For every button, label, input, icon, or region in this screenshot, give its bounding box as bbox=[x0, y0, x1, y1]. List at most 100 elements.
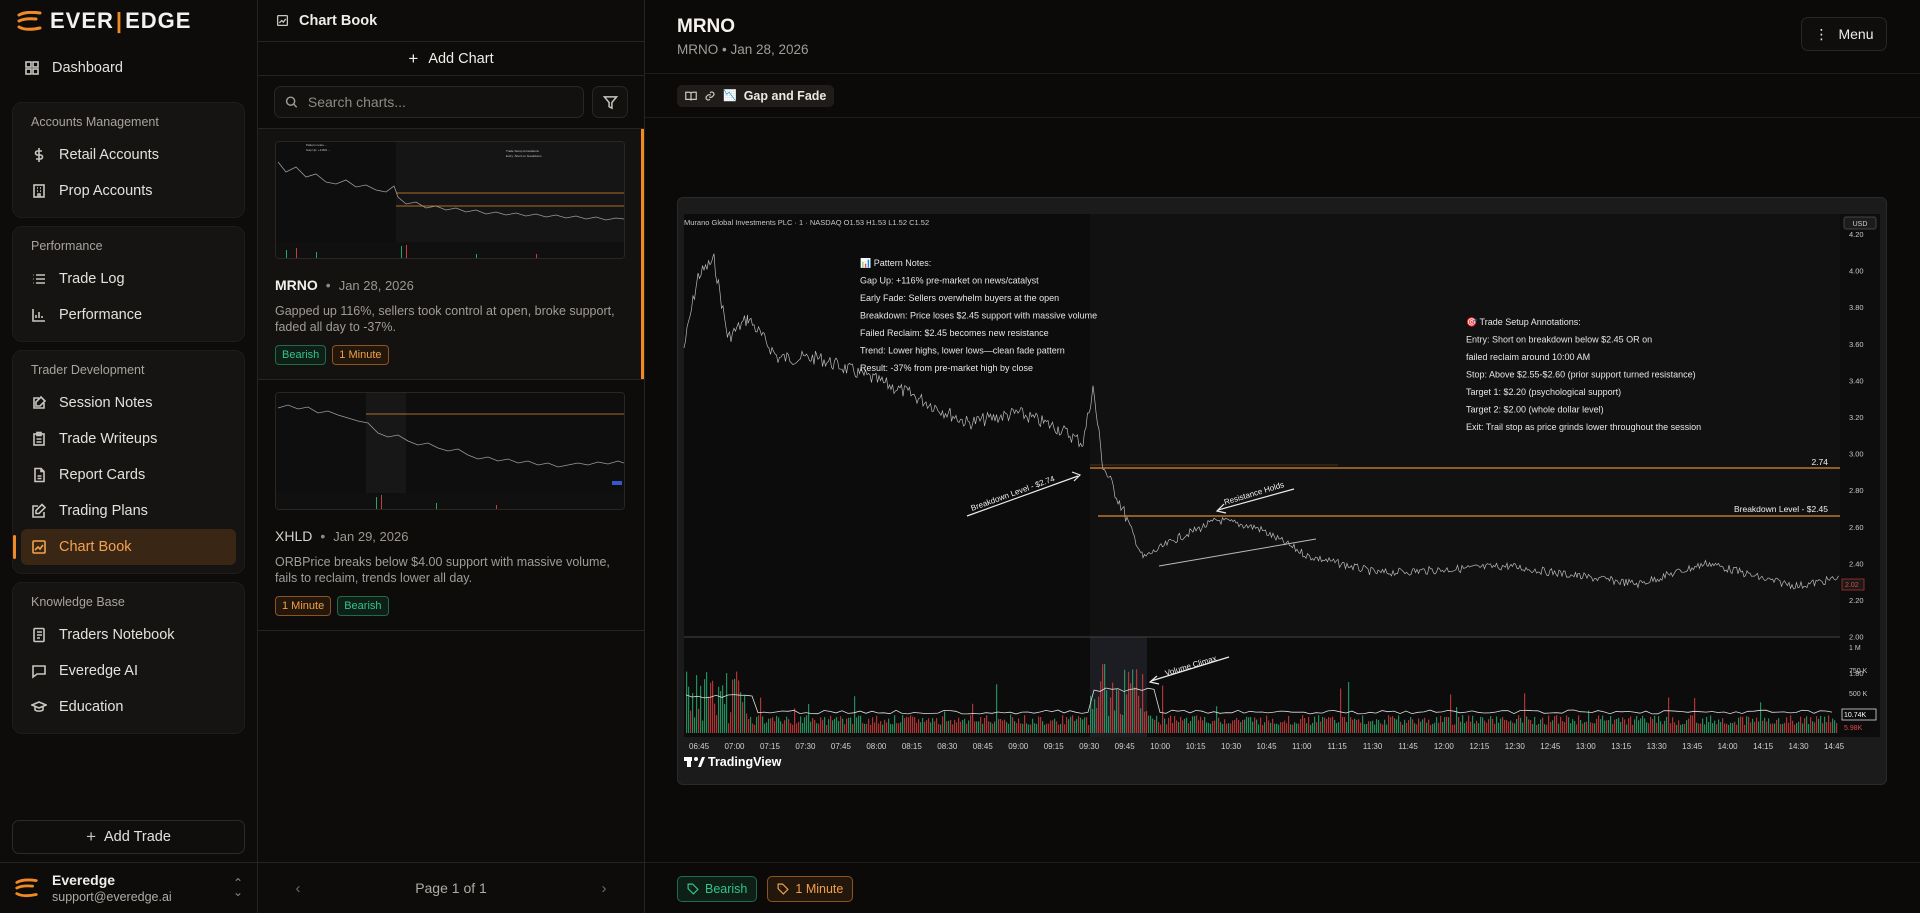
sidebar-item-label: Performance bbox=[59, 307, 143, 323]
tag-label: 1 Minute bbox=[795, 882, 844, 896]
sidebar-item-trade-log[interactable]: Trade Log bbox=[21, 261, 236, 297]
user-email: support@everedge.ai bbox=[52, 890, 172, 904]
time-tick-label: 12:00 bbox=[1434, 742, 1455, 751]
file-icon bbox=[34, 467, 45, 483]
time-tick-label: 12:45 bbox=[1540, 742, 1561, 751]
tradingview-chart: Murano Global Investments PLC · 1 · NASD… bbox=[683, 214, 1880, 769]
separator-dot: • bbox=[325, 277, 331, 293]
menu-label: Menu bbox=[1838, 26, 1874, 42]
time-tick-label: 09:00 bbox=[1008, 742, 1029, 751]
sidebar-item-traders-notebook[interactable]: Traders Notebook bbox=[21, 617, 236, 653]
sidebar-item-dashboard[interactable]: Dashboard bbox=[12, 50, 245, 86]
search-input[interactable] bbox=[307, 94, 573, 110]
sidebar-item-prop-accounts[interactable]: Prop Accounts bbox=[21, 173, 236, 209]
setup-note-line: failed reclaim around 10:00 AM bbox=[1466, 352, 1590, 362]
pattern-note-line: Failed Reclaim: $2.45 becomes new resist… bbox=[860, 328, 1049, 338]
sidebar-item-performance[interactable]: Performance bbox=[21, 297, 236, 333]
add-chart-button[interactable]: + Add Chart bbox=[258, 42, 644, 76]
sidebar-item-education[interactable]: Education bbox=[21, 689, 236, 725]
sidebar-item-report-cards[interactable]: Report Cards bbox=[21, 457, 236, 493]
tag-timeframe: 1 Minute bbox=[332, 345, 389, 365]
sidebar-item-session-notes[interactable]: Session Notes bbox=[21, 385, 236, 421]
time-tick-label: 14:45 bbox=[1824, 742, 1845, 751]
pattern-note-line: 📊 Pattern Notes: bbox=[860, 257, 931, 268]
time-tick-label: 07:45 bbox=[831, 742, 852, 751]
sidebar-item-everedge-ai[interactable]: Everedge AI bbox=[21, 653, 236, 689]
time-tick-label: 12:30 bbox=[1505, 742, 1526, 751]
user-menu[interactable]: Everedge support@everedge.ai ⌃ ⌄ bbox=[0, 862, 257, 913]
tag-bearish[interactable]: Bearish bbox=[677, 876, 758, 902]
price-tick-label: 3.20 bbox=[1849, 413, 1864, 422]
chevron-right-icon[interactable]: › bbox=[601, 879, 607, 897]
time-tick-label: 10:15 bbox=[1186, 742, 1207, 751]
sidebar-item-chart-book[interactable]: Chart Book bbox=[13, 529, 236, 565]
chart-image: Murano Global Investments PLC · 1 · NASD… bbox=[677, 197, 1887, 785]
chevron-up-down-icon: ⌃ ⌄ bbox=[232, 876, 243, 899]
add-trade-button[interactable]: + Add Trade bbox=[12, 820, 245, 854]
tag-bearish: Bearish bbox=[275, 345, 327, 365]
sidebar-item-label: Trade Writeups bbox=[59, 431, 158, 447]
playbook-tag[interactable]: 📉 Gap and Fade bbox=[677, 84, 835, 107]
sidebar-item-trade-writeups[interactable]: Trade Writeups bbox=[21, 421, 236, 457]
svg-text:Entry: Short on breakdown: Entry: Short on breakdown bbox=[506, 154, 542, 158]
everedge-logo-icon bbox=[17, 11, 42, 31]
plus-icon: + bbox=[86, 827, 96, 846]
price-tick-label: 3.60 bbox=[1849, 340, 1864, 349]
chart-list-header: Chart Book bbox=[258, 0, 644, 42]
chart-symbol-header: Murano Global Investments PLC · 1 · NASD… bbox=[684, 218, 929, 227]
pattern-note-line: Trend: Lower highs, lower lows—clean fad… bbox=[860, 346, 1065, 356]
chart-card-mrno[interactable]: Pattern notes ... Gap Up: +116% ... Trade … bbox=[258, 129, 644, 380]
time-tick-label: 08:15 bbox=[902, 742, 923, 751]
nav-group-title: Trader Development bbox=[31, 363, 145, 377]
level-2-45-label: Breakdown Level - $2.45 bbox=[1734, 504, 1828, 514]
time-tick-label: 13:15 bbox=[1611, 742, 1632, 751]
time-tick-label: 10:00 bbox=[1150, 742, 1171, 751]
price-tick-label: 4.20 bbox=[1849, 230, 1864, 239]
time-tick-label: 07:30 bbox=[795, 742, 816, 751]
chevron-left-icon[interactable]: ‹ bbox=[295, 879, 301, 897]
search-box bbox=[274, 86, 584, 118]
chart-image-icon bbox=[276, 14, 289, 27]
card-description: Gapped up 116%, sellers took control at … bbox=[275, 304, 615, 334]
time-tick-label: 13:45 bbox=[1682, 742, 1703, 751]
volume-tick-label: 500 K bbox=[1849, 691, 1868, 698]
sidebar-item-label: Report Cards bbox=[59, 467, 146, 483]
tag-timeframe[interactable]: 1 Minute bbox=[767, 876, 854, 902]
graduation-cap-icon bbox=[31, 701, 47, 712]
brand-logo[interactable]: EVER|EDGE bbox=[0, 0, 257, 42]
nav-group-knowledge-base: Knowledge Base Traders Notebook Everedge… bbox=[12, 582, 245, 734]
filter-button[interactable] bbox=[592, 86, 628, 118]
time-tick-label: 14:00 bbox=[1718, 742, 1739, 751]
pencil-square-icon bbox=[32, 503, 47, 518]
nav-group-accounts: Accounts Management Retail Accounts Prop… bbox=[12, 102, 245, 218]
more-vertical-icon: ⋮ bbox=[1814, 26, 1829, 42]
nav-group-title: Performance bbox=[31, 239, 103, 253]
time-tick-label: 13:00 bbox=[1576, 742, 1597, 751]
sidebar-item-retail-accounts[interactable]: Retail Accounts bbox=[21, 137, 236, 173]
user-avatar-logo-icon bbox=[15, 878, 38, 898]
svg-text:Trade Setup Annotations: Trade Setup Annotations bbox=[506, 149, 539, 153]
tag-timeframe: 1 Minute bbox=[275, 596, 332, 616]
pattern-note-line: Early Fade: Sellers overwhelm buyers at … bbox=[860, 293, 1059, 303]
time-tick-label: 08:45 bbox=[973, 742, 994, 751]
nav-group-title: Accounts Management bbox=[31, 115, 159, 129]
price-tick-label: 3.80 bbox=[1849, 303, 1864, 312]
time-tick-label: 11:30 bbox=[1363, 742, 1383, 751]
card-symbol: XHLD bbox=[275, 528, 313, 544]
separator-dot: • bbox=[320, 528, 326, 544]
price-tick-label: 3.40 bbox=[1849, 376, 1864, 385]
volume-tick-label: 750 K bbox=[1849, 668, 1868, 675]
menu-button[interactable]: ⋮ Menu bbox=[1801, 17, 1887, 51]
chart-image-icon bbox=[32, 540, 46, 554]
tag-icon bbox=[777, 883, 790, 895]
add-chart-label: Add Chart bbox=[428, 50, 494, 67]
sidebar-item-trading-plans[interactable]: Trading Plans bbox=[21, 493, 236, 529]
tradingview-watermark: TradingView bbox=[708, 755, 782, 769]
sidebar-item-label: Session Notes bbox=[59, 395, 153, 411]
price-tick-label: 3.00 bbox=[1849, 450, 1864, 459]
price-tick-label: 2.40 bbox=[1849, 559, 1864, 568]
time-tick-label: 11:15 bbox=[1327, 742, 1347, 751]
chart-card-xhld[interactable]: XHLD • Jan 29, 2026 ORBPrice breaks belo… bbox=[258, 380, 644, 631]
time-tick-label: 08:30 bbox=[937, 742, 958, 751]
sidebar-item-label: Education bbox=[59, 699, 124, 715]
